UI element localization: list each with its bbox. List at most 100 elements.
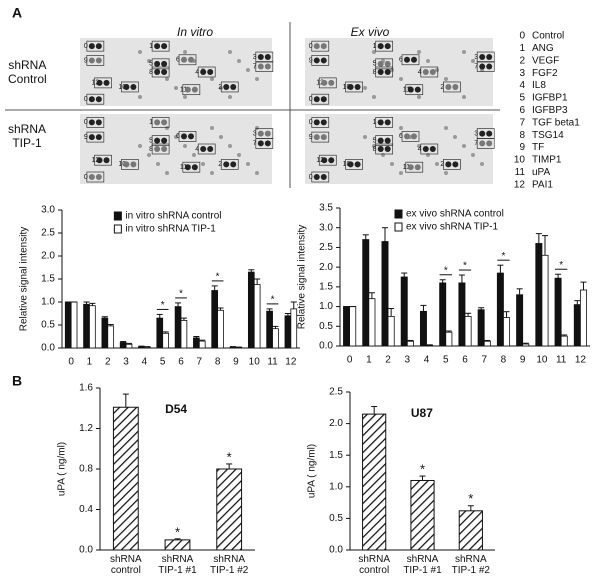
key-number: 5 <box>519 93 525 104</box>
blot-spot <box>161 43 168 50</box>
blot-spot <box>95 43 102 50</box>
y-tick-label: 0.4 <box>79 504 93 515</box>
blot-spot <box>407 164 414 171</box>
legend-label: ex vivo shRNA TIP-1 <box>406 222 499 233</box>
blot-spot <box>328 157 335 164</box>
key-name: ANG <box>532 43 554 54</box>
blot-number: 12 <box>316 80 324 87</box>
blot-spot <box>154 146 161 152</box>
legend-swatch <box>113 224 122 234</box>
blot-spot <box>103 157 110 164</box>
blot-spot <box>264 63 271 70</box>
y-tick-label: 2.5 <box>41 228 55 239</box>
blot-box <box>375 117 394 128</box>
bar <box>70 301 78 349</box>
y-tick-label: 1.5 <box>319 281 333 292</box>
blot-spot <box>156 162 160 166</box>
significance-label: * <box>559 260 563 271</box>
blot-number: 4 <box>195 69 199 76</box>
bar <box>381 241 389 347</box>
blot-spot <box>313 57 320 64</box>
bar <box>284 315 292 349</box>
blot-spot <box>347 161 354 168</box>
key-name: PAI1 <box>532 179 553 190</box>
bar <box>362 239 370 347</box>
y-axis-label: uPA ( ng/ml) <box>57 442 68 496</box>
blot-spot <box>188 56 194 63</box>
y-tick-label: 1.6 <box>79 383 93 394</box>
x-tick-label: 12 <box>285 357 297 368</box>
blot-spot <box>154 137 161 144</box>
y-tick-label: 2.0 <box>319 262 333 273</box>
blot-spot <box>210 171 214 175</box>
key-number: 3 <box>519 68 525 79</box>
blot-number: 2 <box>440 161 444 168</box>
y-tick-label: 0.0 <box>329 545 343 556</box>
blot-box <box>151 66 170 78</box>
blot-spot <box>95 57 102 64</box>
x-tick-label: 10 <box>249 357 261 368</box>
bar <box>535 243 543 347</box>
blot-spot <box>88 96 95 103</box>
blot-spot <box>429 69 436 75</box>
legend-label: ex vivo shRNA control <box>406 209 504 220</box>
bar <box>138 346 145 349</box>
key-number: 9 <box>519 142 525 153</box>
blot-spot <box>95 174 102 180</box>
blot-spot <box>165 77 169 81</box>
blot-spot <box>452 161 459 168</box>
blot-number: 7 <box>253 140 257 147</box>
x-tick-label: 9 <box>233 357 239 368</box>
blot-number: 10 <box>118 161 126 168</box>
blot-box <box>121 81 139 93</box>
blot-number: 1 <box>149 43 153 50</box>
blot-number: 1 <box>373 43 377 50</box>
blot-spot <box>399 126 403 130</box>
key-name: FGF2 <box>532 68 558 79</box>
bar <box>579 289 587 347</box>
blot-image <box>80 38 272 106</box>
bar <box>400 276 408 347</box>
x-tick-label: 9 <box>520 355 526 366</box>
blot-spot <box>165 126 169 130</box>
blot-number: 9 <box>309 57 313 64</box>
blot-image <box>305 114 493 184</box>
blot-spot <box>264 54 271 61</box>
significance-label: * <box>216 272 220 283</box>
bar <box>503 317 511 347</box>
blot-spot <box>200 146 207 152</box>
key-number: 11 <box>515 167 526 178</box>
blot-number: 9 <box>84 57 88 64</box>
blot-spot <box>200 69 207 75</box>
x-tick-label: 0 <box>68 357 74 368</box>
blot-box <box>311 55 330 66</box>
blot-spot <box>479 54 486 61</box>
blot-spot <box>313 96 320 103</box>
blot-spot <box>161 119 168 126</box>
blot-box <box>151 58 170 70</box>
y-tick-label: 0.0 <box>79 545 93 556</box>
blot-spot <box>320 43 327 50</box>
blot-number: 12 <box>92 80 100 87</box>
blot-spot <box>486 63 493 70</box>
x-tick-label: 2 <box>385 355 391 366</box>
key-name: TSG14 <box>532 130 564 141</box>
key-name: TF <box>532 142 544 153</box>
blot-spot <box>264 130 271 137</box>
blot-number: 0 <box>84 174 88 181</box>
blot-number: 7 <box>474 63 478 70</box>
bar <box>119 342 127 349</box>
key-number: 1 <box>519 43 525 54</box>
y-tick-label: 3.5 <box>319 203 333 214</box>
blot-spot <box>404 56 410 63</box>
blot-spot <box>377 69 384 75</box>
legend-swatch <box>113 211 122 221</box>
blot-spot <box>223 161 230 168</box>
bar <box>439 282 447 347</box>
key-name: TIMP1 <box>532 155 562 166</box>
bar <box>247 271 255 349</box>
key-number: 4 <box>519 80 525 91</box>
bar <box>174 306 182 349</box>
y-tick-label: 0.0 <box>319 341 333 352</box>
